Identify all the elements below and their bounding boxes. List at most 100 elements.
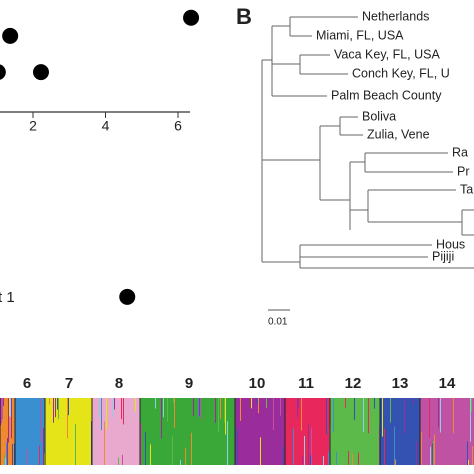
admixture-stripe	[191, 432, 192, 465]
admixture-stripe	[368, 398, 369, 434]
admixture-stripe	[173, 398, 174, 404]
tree-branches	[261, 16, 474, 269]
tip-label: Zulia, Vene	[367, 127, 430, 141]
cluster-label: 9	[185, 375, 193, 392]
admixture-stripe	[421, 431, 422, 465]
admixture-stripe	[251, 398, 252, 409]
admixture-stripe	[145, 431, 146, 465]
admixture-stripe	[13, 398, 14, 412]
admixture-stripe	[49, 398, 50, 405]
admixture-stripe	[40, 398, 41, 443]
admixture-stripe	[243, 420, 244, 465]
admixture-stripe	[193, 398, 194, 417]
admixture-stripe	[345, 398, 346, 408]
admixture-stripe	[430, 446, 431, 465]
admixture-stripe	[254, 398, 255, 404]
admixture-stripe	[118, 457, 119, 465]
tip-label: Miami, FL, USA	[316, 28, 404, 42]
admixture-stripe	[43, 428, 44, 465]
admixture-stripe	[10, 398, 11, 418]
point	[183, 9, 200, 26]
point	[119, 288, 136, 305]
x-axis-label: t 1	[0, 289, 15, 306]
cluster-label: 13	[392, 375, 409, 392]
admixture-stripe	[323, 456, 324, 465]
admixture-stripe	[185, 447, 186, 465]
admixture-stripe	[172, 436, 173, 465]
admixture-stripe	[354, 398, 355, 420]
point	[32, 64, 49, 81]
admixture-stripe	[26, 449, 27, 465]
admixture-stripe	[432, 443, 433, 465]
cluster-label: 11	[298, 375, 314, 392]
admixture-stripe	[180, 459, 181, 465]
admixture-stripe	[470, 398, 471, 442]
cluster-label: 12	[345, 375, 362, 392]
admixture-stripe	[218, 398, 219, 433]
admixture-stripe	[198, 398, 199, 418]
admixture-stripe	[200, 398, 201, 420]
tip-label: Conch Key, FL, U	[352, 66, 450, 80]
admixture-stripe	[328, 451, 329, 465]
admixture-stripe	[429, 398, 430, 438]
admixture-stripe	[467, 441, 468, 465]
admixture-stripe	[121, 398, 122, 420]
admixture-stripe	[283, 446, 284, 465]
admixture-stripe	[310, 455, 311, 465]
admixture-stripe	[1, 398, 2, 424]
admixture-stripe	[150, 444, 151, 465]
scale-label: 0.01	[268, 317, 288, 328]
cluster-label: 10	[249, 375, 266, 392]
admixture-stripe	[434, 434, 435, 465]
admixture-stripe	[394, 426, 395, 465]
admixture-stripe	[333, 398, 334, 433]
admixture-stripe	[240, 398, 241, 421]
panel-a: t 1 2 4 6	[0, 9, 200, 306]
admixture-stripe	[395, 459, 396, 465]
admixture-stripe	[9, 398, 10, 417]
x-tick-label: 6	[174, 118, 182, 134]
admixture-stripe	[258, 398, 259, 414]
admixture-stripe	[237, 428, 238, 465]
admixture-stripe	[33, 398, 34, 416]
admixture-stripe	[167, 398, 168, 422]
cluster-label: 8	[115, 375, 123, 392]
admixture-stripe	[224, 398, 225, 423]
admixture-stripe	[122, 454, 123, 465]
admixture-stripe	[8, 398, 9, 443]
admixture-stripe	[60, 398, 61, 434]
admixture-stripe	[106, 398, 107, 430]
admixture-stripe	[3, 398, 4, 407]
admixture-stripe	[404, 398, 405, 434]
admixture-stripe	[99, 398, 100, 418]
admixture-stripe	[4, 453, 5, 465]
admixture-stripe	[301, 398, 302, 431]
admixture-stripe	[135, 398, 136, 412]
admixture-stripe	[453, 398, 454, 434]
admixture-stripe	[382, 398, 383, 437]
admixture-stripe	[266, 398, 267, 409]
admixture-stripe	[114, 398, 115, 410]
admixture-stripe	[273, 398, 274, 430]
admixture-stripe	[104, 421, 105, 465]
admixture-stripe	[348, 450, 349, 465]
admixture-stripe	[68, 398, 69, 416]
admixture-stripe	[413, 398, 414, 405]
panel-b: B 0.01 Netherlands Miami, FL, USA Vaca K…	[236, 4, 474, 328]
tip-label: Pijiji	[432, 249, 454, 263]
admixture-stripe	[297, 398, 298, 418]
admixture-stripe	[7, 437, 8, 465]
point	[2, 27, 19, 44]
admixture-stripe	[39, 445, 40, 465]
admixture-stripe	[215, 398, 216, 423]
tip-label: Ta	[460, 182, 473, 196]
admixture-stripe	[220, 398, 221, 419]
admixture-stripe	[227, 421, 228, 465]
admixture-stripe	[12, 443, 13, 465]
admixture-stripe	[6, 442, 7, 465]
cluster-label: 14	[439, 375, 456, 392]
admixture-stripe	[57, 398, 58, 410]
admixture-stripe	[101, 398, 102, 431]
admixture-stripe	[225, 398, 226, 435]
admixture-stripe	[302, 456, 303, 465]
